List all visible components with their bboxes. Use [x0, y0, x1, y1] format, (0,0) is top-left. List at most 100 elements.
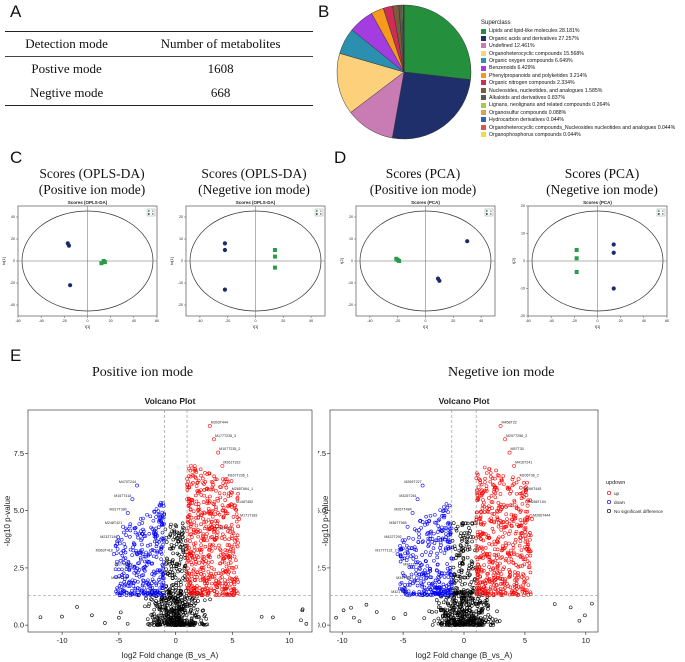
title-line: (Negetive ion mode) — [546, 182, 658, 197]
volcano-point — [132, 542, 136, 546]
volcano-point — [160, 563, 165, 567]
volcano-point — [202, 573, 207, 577]
volcano-point — [209, 588, 213, 593]
volcano-point — [213, 581, 218, 586]
volcano-point — [512, 482, 516, 486]
volcano-point — [401, 546, 405, 551]
volcano-point — [146, 578, 150, 583]
volcano-point — [143, 534, 148, 538]
volcano-point — [193, 601, 198, 605]
volcano-point — [163, 588, 168, 592]
legend-swatch — [486, 213, 488, 215]
volcano-point — [192, 527, 196, 532]
volcano-point — [170, 529, 174, 534]
volcano-point — [464, 542, 469, 547]
plot-title: Volcano Plot — [439, 396, 490, 406]
volcano-point — [154, 544, 159, 549]
volcano-point — [211, 530, 216, 535]
volcano-point — [152, 531, 156, 536]
volcano-point — [122, 580, 126, 584]
volcano-point — [159, 611, 164, 616]
volcano-point — [515, 577, 519, 582]
metabolites-table: Detection mode Number of metabolites Pos… — [5, 31, 313, 106]
volcano-point — [504, 512, 508, 516]
volcano-point — [425, 521, 430, 526]
volcano-point — [169, 618, 173, 622]
volcano-point — [147, 559, 151, 564]
volcano-point — [167, 573, 172, 577]
volcano-point — [507, 485, 511, 490]
table-cell: Negtive mode — [5, 81, 129, 106]
volcano-point — [188, 580, 193, 585]
volcano-point — [409, 546, 414, 551]
volcano-point — [510, 503, 514, 508]
volcano-point — [450, 612, 454, 617]
volcano-point — [132, 566, 137, 570]
volcano-point — [223, 581, 228, 586]
score-point — [272, 254, 277, 259]
volcano-point — [487, 496, 491, 500]
volcano-point — [161, 573, 165, 577]
volcano-point — [486, 535, 491, 540]
x-tick-label: -40 — [367, 319, 372, 323]
volcano-point — [179, 582, 183, 587]
table-row: Postive mode 1608 — [5, 57, 313, 82]
volcano-point — [454, 578, 459, 583]
volcano-point — [177, 578, 182, 583]
volcano-point — [146, 582, 151, 586]
volcano-point — [125, 621, 130, 626]
volcano-point — [414, 568, 419, 572]
volcano-point — [135, 586, 140, 590]
score-title-c2: Scores (OPLS-DA) (Negetive ion mode) — [184, 166, 324, 198]
volcano-point — [426, 531, 430, 535]
volcano-point — [133, 530, 138, 535]
volcano-point — [428, 530, 432, 535]
legend-swatch — [316, 213, 318, 215]
legend-label: Alkaloids and derivatives 0.837% — [489, 95, 566, 102]
volcano-point — [525, 514, 530, 519]
point-label: M363T418 — [96, 549, 113, 553]
volcano-point — [446, 533, 451, 538]
volcano-point — [458, 575, 463, 579]
volcano-point — [127, 567, 131, 571]
volcano-point — [183, 623, 187, 627]
volcano-point — [520, 589, 525, 594]
volcano-point — [219, 536, 224, 540]
score-point — [66, 243, 72, 248]
legend-label: Organophosphorus compounds 0.044% — [489, 132, 581, 139]
volcano-point — [400, 556, 405, 561]
volcano-point — [481, 491, 486, 495]
volcano-point — [495, 556, 499, 560]
volcano-point — [224, 511, 228, 515]
point-label: M303T444 — [211, 421, 228, 425]
legend-label: down — [614, 500, 625, 505]
volcano-point — [122, 583, 127, 588]
volcano-point — [445, 562, 449, 566]
volcano-point — [502, 565, 506, 570]
volcano-point — [528, 537, 532, 542]
volcano-point — [213, 546, 218, 550]
volcano-point — [507, 450, 512, 455]
pie-legend-item: Lignans, neolignans and related compound… — [481, 102, 683, 109]
y-axis-label: to[1] — [169, 257, 174, 265]
volcano-point — [509, 523, 514, 528]
plot-frame — [27, 409, 313, 633]
volcano-point — [395, 552, 400, 557]
volcano-point — [204, 578, 209, 583]
volcano-point — [215, 585, 219, 589]
score-point — [222, 241, 228, 246]
volcano-point — [201, 622, 205, 627]
volcano-point — [410, 592, 415, 597]
volcano-point — [213, 519, 218, 523]
volcano-point — [414, 548, 419, 552]
legend-label: No significant difference — [614, 509, 663, 514]
volcano-point — [234, 558, 238, 563]
volcano-point — [446, 613, 450, 618]
volcano-point — [222, 491, 227, 496]
volcano-point — [468, 582, 472, 587]
volcano-point — [495, 547, 500, 552]
volcano-point — [212, 474, 216, 479]
volcano-point — [503, 590, 508, 595]
volcano-point — [427, 581, 431, 586]
volcano-point — [207, 471, 211, 475]
